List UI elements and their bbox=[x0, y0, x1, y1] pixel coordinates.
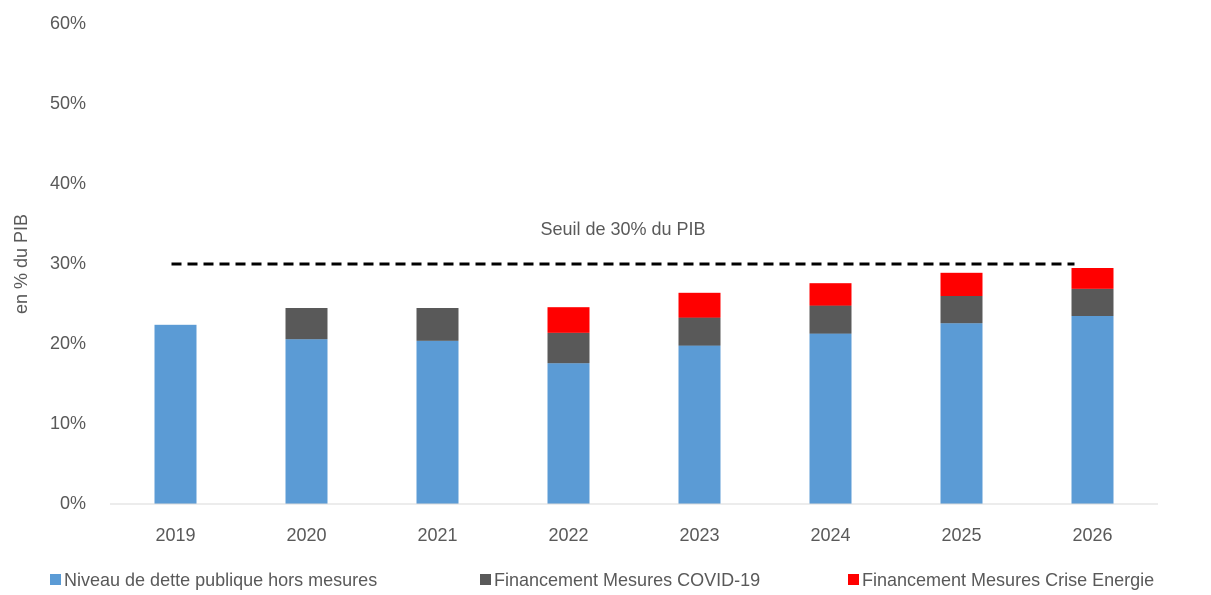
x-tick-label: 2020 bbox=[286, 525, 326, 545]
bar-segment bbox=[809, 333, 852, 504]
legend-swatch bbox=[848, 574, 859, 585]
x-tick-label: 2021 bbox=[417, 525, 457, 545]
y-axis-label: en % du PIB bbox=[11, 214, 31, 314]
bar-segment bbox=[285, 339, 328, 504]
bar-segment bbox=[809, 283, 852, 306]
bar-segment bbox=[940, 296, 983, 324]
bar-segment bbox=[1071, 316, 1114, 504]
bar-segment bbox=[678, 292, 721, 318]
x-tick-label: 2019 bbox=[155, 525, 195, 545]
y-tick-label: 60% bbox=[50, 13, 86, 33]
bar-segment bbox=[285, 308, 328, 340]
x-tick-label: 2023 bbox=[679, 525, 719, 545]
bar-segment bbox=[416, 340, 459, 504]
legend-label: Niveau de dette publique hors mesures bbox=[64, 570, 377, 590]
x-tick-label: 2024 bbox=[810, 525, 850, 545]
y-tick-label: 40% bbox=[50, 173, 86, 193]
bar-segment bbox=[809, 305, 852, 334]
y-tick-label: 20% bbox=[50, 333, 86, 353]
y-tick-label: 50% bbox=[50, 93, 86, 113]
x-tick-label: 2026 bbox=[1072, 525, 1112, 545]
bar-segment bbox=[1071, 288, 1114, 316]
annotation: Seuil de 30% du PIB bbox=[540, 219, 705, 239]
bar-segment bbox=[416, 308, 459, 341]
bar-segment bbox=[547, 332, 590, 364]
bar-segment bbox=[1071, 268, 1114, 289]
legend-swatch bbox=[50, 574, 61, 585]
legend-label: Financement Mesures Crise Energie bbox=[862, 570, 1154, 590]
bar-segment bbox=[940, 272, 983, 296]
bar-segment bbox=[547, 363, 590, 504]
y-tick-label: 0% bbox=[60, 493, 86, 513]
bar-segment bbox=[154, 324, 197, 504]
legend-swatch bbox=[480, 574, 491, 585]
bar-segment bbox=[678, 317, 721, 346]
y-tick-label: 30% bbox=[50, 253, 86, 273]
bar-segment bbox=[940, 323, 983, 504]
bar-segment bbox=[547, 307, 590, 333]
y-tick-label: 10% bbox=[50, 413, 86, 433]
x-tick-label: 2022 bbox=[548, 525, 588, 545]
x-tick-label: 2025 bbox=[941, 525, 981, 545]
legend-label: Financement Mesures COVID-19 bbox=[494, 570, 760, 590]
bar-segment bbox=[678, 345, 721, 504]
